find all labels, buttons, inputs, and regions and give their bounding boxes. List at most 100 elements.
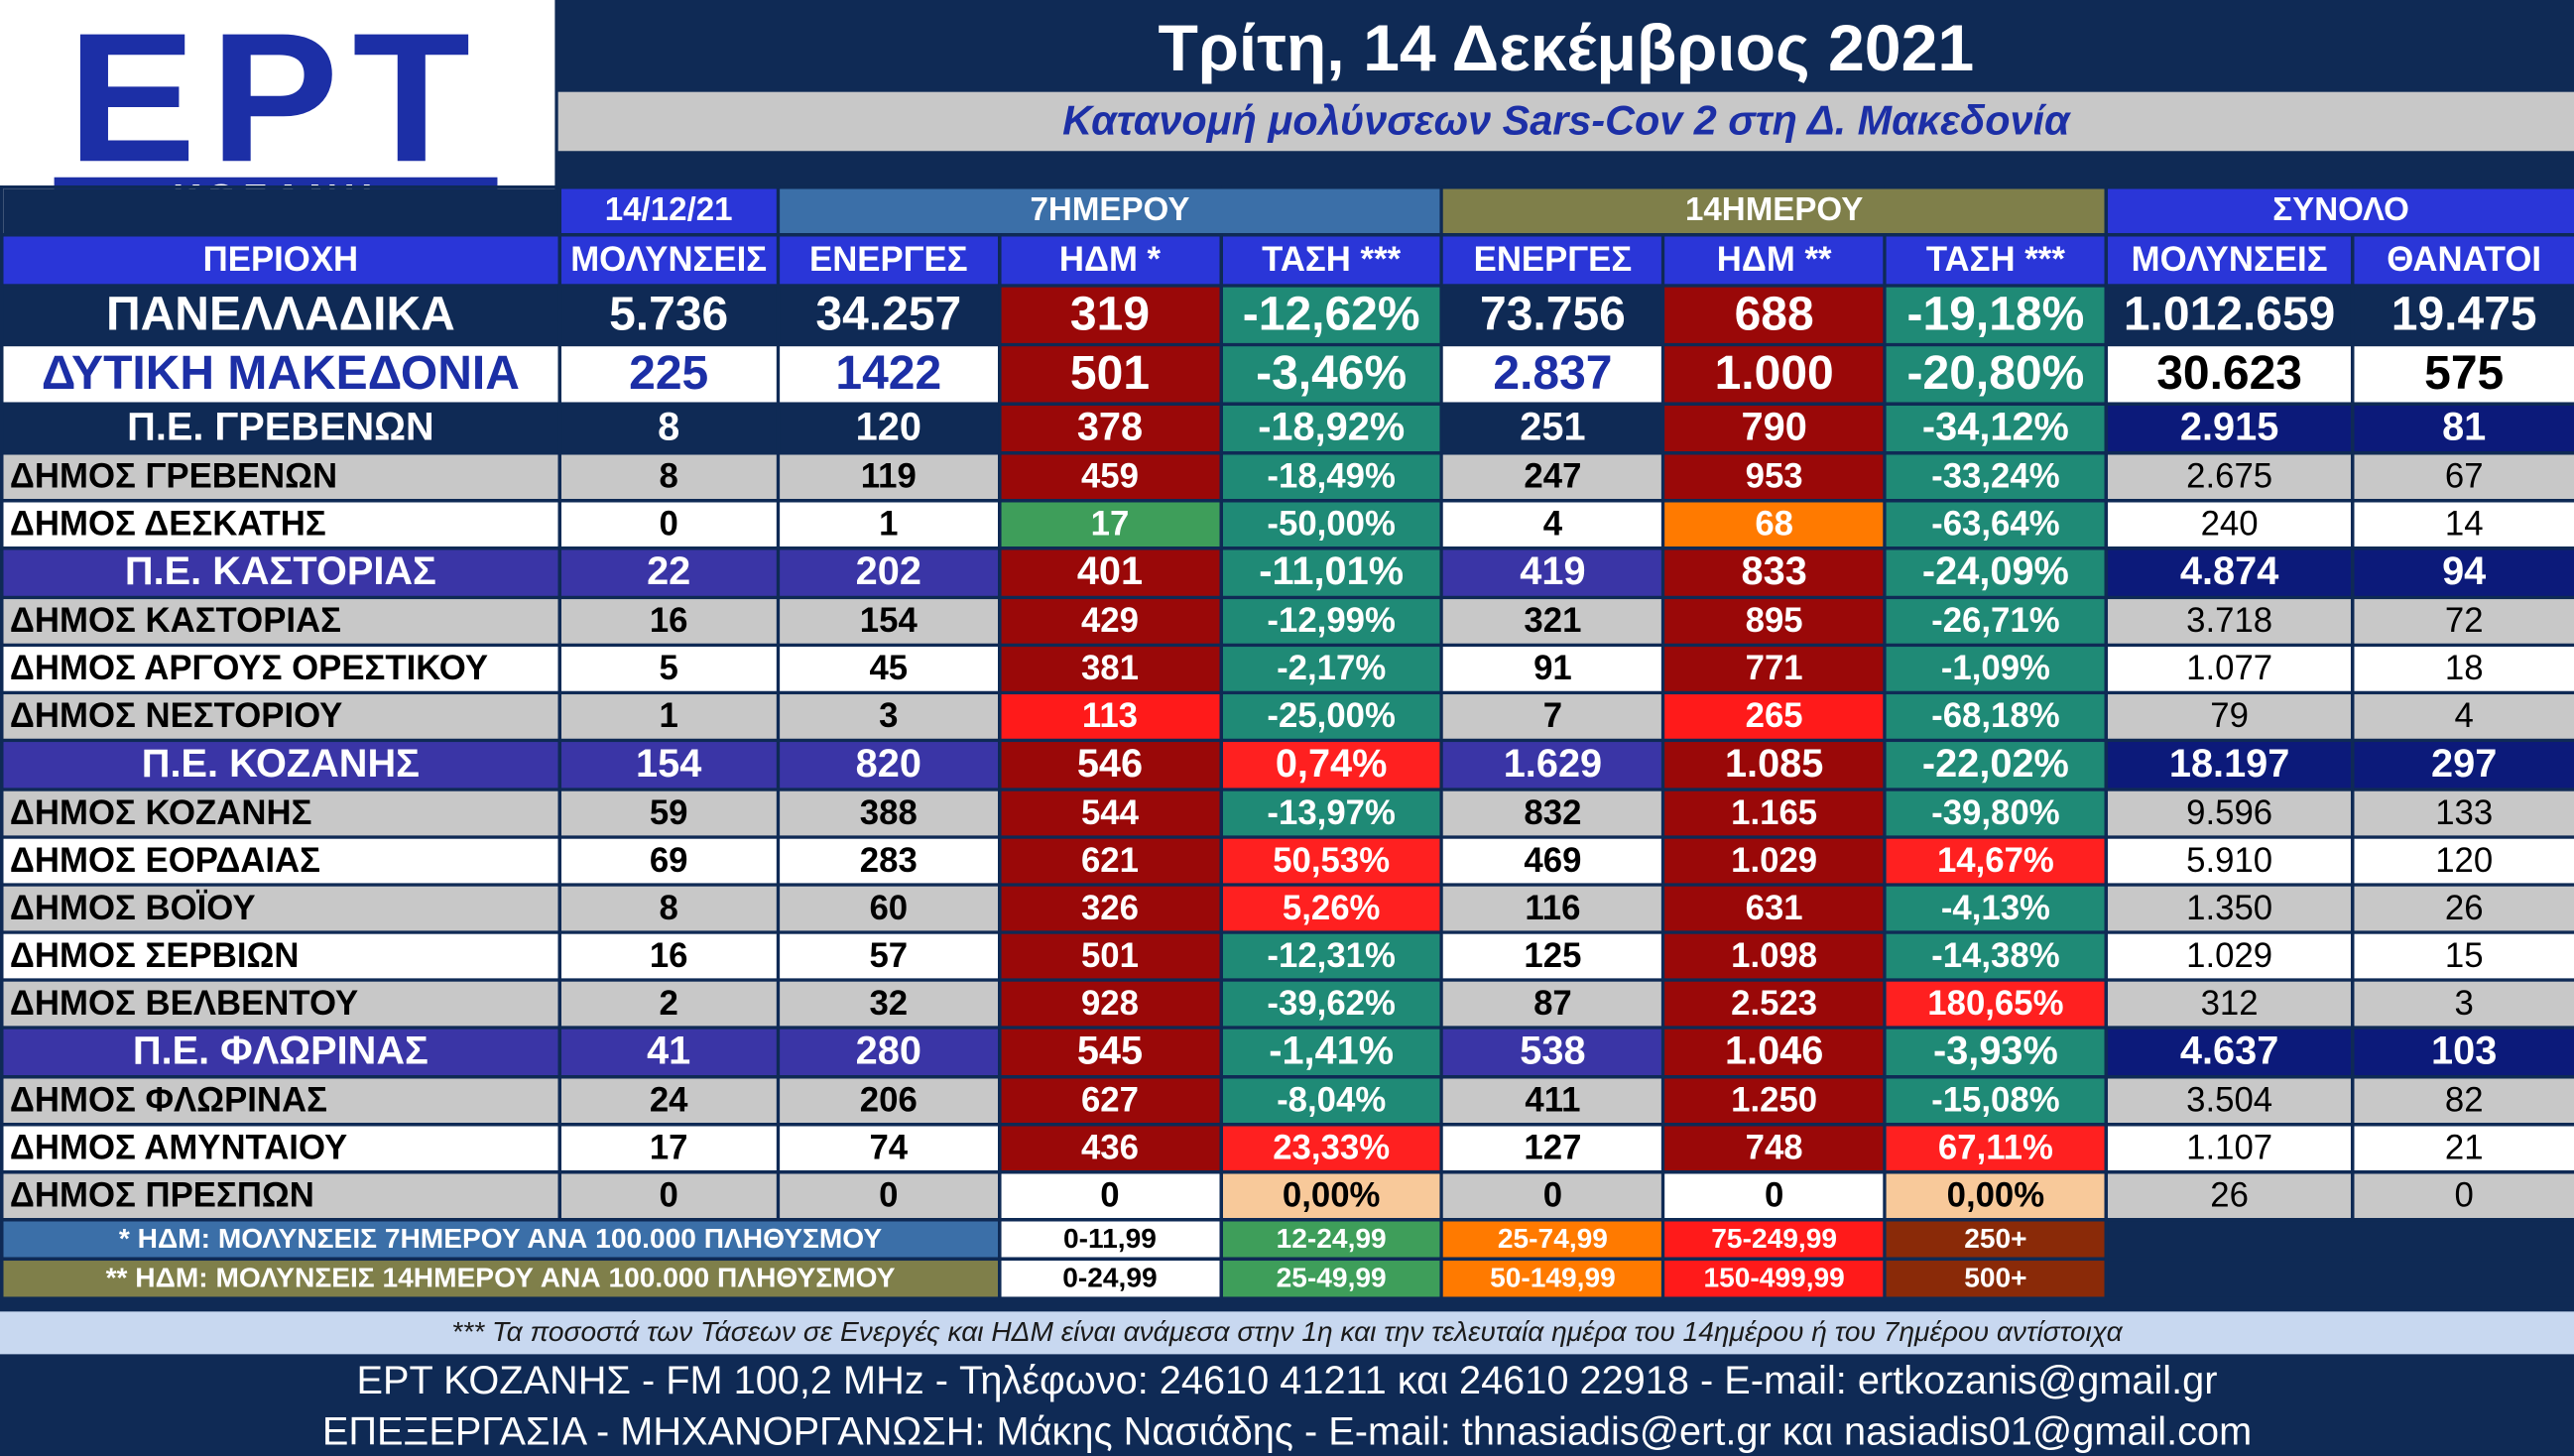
municipality-row: ΔΗΜΟΣ ΓΡΕΒΕΝΩΝ 8 119 459 -18,49% 247 953 -33,24…: [0, 451, 2574, 501]
cell-cases: 0: [557, 499, 779, 548]
page-subtitle: Κατανομή μολύνσεων Sars-Cov 2 στη Δ. Μακ…: [557, 91, 2574, 152]
municipality-row: ΔΗΜΟΣ ΣΕΡΒΙΩΝ 16 57 501 -12,31% 125 1.098 -14,3…: [0, 930, 2574, 981]
cell-trend14: 67,11%: [1883, 1123, 2107, 1172]
cell-active14: 469: [1440, 835, 1664, 886]
cell-trend7: 50,53%: [1218, 835, 1442, 886]
column-header: ΤΑΣΗ ***: [1883, 233, 2107, 286]
municipality-row: ΔΗΜΟΣ ΒΕΛΒΕΝΤΟΥ 2 32 928 -39,62% 87 2.523 180,6…: [0, 978, 2574, 1029]
cell-total-cases: 1.107: [2104, 1123, 2353, 1172]
cell-total-cases: 30.623: [2104, 342, 2353, 405]
cell-hdm14: 790: [1661, 402, 1886, 453]
cell-hdm14: 1.046: [1661, 1026, 1886, 1077]
legend-range: 75-249,99: [1661, 1218, 1886, 1260]
municipality-row: ΔΗΜΟΣ ΕΟΡΔΑΙΑΣ 69 283 621 50,53% 469 1.029 14,6…: [0, 835, 2574, 886]
cell-total-cases: 9.596: [2104, 788, 2353, 838]
legend-range: 12-24,99: [1218, 1218, 1442, 1260]
column-header: ΕΝΕΡΓΕΣ: [1440, 233, 1664, 286]
municipality-row: ΔΗΜΟΣ ΒΟΪΟΥ 8 60 326 5,26% 116 631 -4,13% 1.350 2…: [0, 883, 2574, 933]
cell-trend14: 14,67%: [1883, 835, 2107, 886]
cell-hdm7: 378: [997, 402, 1221, 453]
cell-hdm7: 928: [997, 978, 1221, 1029]
cell-trend14: -26,71%: [1883, 595, 2107, 646]
cell-active7: 119: [776, 451, 1000, 501]
column-header: ΜΟΛΥΝΣΕΙΣ: [2104, 233, 2353, 286]
cell-hdm14: 771: [1661, 643, 1886, 693]
cell-cases: 24: [557, 1075, 779, 1125]
cell-trend7: -12,62%: [1218, 284, 1442, 345]
cell-deaths: 14: [2351, 499, 2574, 548]
cell-active7: 45: [776, 643, 1000, 693]
cell-active7: 60: [776, 883, 1000, 933]
cell-hdm14: 1.029: [1661, 835, 1886, 886]
cell-hdm7: 319: [997, 284, 1221, 345]
cell-cases: 5: [557, 643, 779, 693]
cell-hdm7: 544: [997, 788, 1221, 838]
covid-table: 14/12/21 7ΗΜΕΡΟΥ 14ΗΜΕΡΟΥ ΣΥΝΟΛΟ ΠΕΡΙΟΧΗ ΜΟΛΥ…: [0, 185, 2574, 1297]
cell-deaths: 4: [2351, 690, 2574, 741]
column-header: ΘΑΝΑΤΟΙ: [2351, 233, 2574, 286]
cell-trend7: -13,97%: [1218, 788, 1442, 838]
region-row: ΔΥΤΙΚΗ ΜΑΚΕΔΟΝΙΑ 225 1422 501 -3,46% 2.837 1.0…: [0, 342, 2574, 405]
cell-trend14: -39,80%: [1883, 788, 2107, 838]
footnote: *** Τα ποσοστά των Τάσεων σε Ενεργές και…: [0, 1311, 2574, 1355]
cell-trend7: -39,62%: [1218, 978, 1442, 1029]
cell-region: ΔΗΜΟΣ ΝΕΣΤΟΡΙΟΥ: [0, 690, 560, 741]
cell-hdm14: 1.085: [1661, 738, 1886, 790]
cell-cases: 225: [557, 342, 779, 405]
cell-active7: 388: [776, 788, 1000, 838]
cell-trend14: -63,64%: [1883, 499, 2107, 548]
cell-region: Π.Ε. ΚΑΣΤΟΡΙΑΣ: [0, 546, 560, 598]
cell-trend14: -3,93%: [1883, 1026, 2107, 1077]
footer-contact: ΕΡΤ ΚΟΖΑΝΗΣ - FM 100,2 MHz - Τηλέφωνο: 2…: [356, 1359, 2218, 1404]
header-total: ΣΥΝΟΛΟ: [2104, 185, 2574, 235]
cell-deaths: 67: [2351, 451, 2574, 501]
cell-active14: 7: [1440, 690, 1664, 741]
cell-hdm7: 546: [997, 738, 1221, 790]
cell-active14: 87: [1440, 978, 1664, 1029]
cell-deaths: 18: [2351, 643, 2574, 693]
cell-active14: 127: [1440, 1123, 1664, 1172]
cell-hdm7: 627: [997, 1075, 1221, 1125]
municipality-row: ΔΗΜΟΣ ΑΜΥΝΤΑΙΟΥ 17 74 436 23,33% 127 748 67,11%…: [0, 1123, 2574, 1172]
cell-hdm7: 501: [997, 930, 1221, 981]
cell-total-cases: 2.915: [2104, 402, 2353, 453]
cell-trend14: -68,18%: [1883, 690, 2107, 741]
cell-hdm14: 1.000: [1661, 342, 1886, 405]
legend-blank: [2104, 1218, 2574, 1260]
cell-hdm14: 1.165: [1661, 788, 1886, 838]
cell-trend7: 5,26%: [1218, 883, 1442, 933]
cell-cases: 59: [557, 788, 779, 838]
cell-region: ΔΗΜΟΣ ΕΟΡΔΑΙΑΣ: [0, 835, 560, 886]
municipality-row: ΔΗΜΟΣ ΝΕΣΤΟΡΙΟΥ 1 3 113 -25,00% 7 265 -68,18% 79…: [0, 690, 2574, 741]
prefecture-row: Π.Ε. ΚΑΣΤΟΡΙΑΣ 22 202 401 -11,01% 419 833 -24,0…: [0, 546, 2574, 598]
cell-active14: 116: [1440, 883, 1664, 933]
cell-deaths: 103: [2351, 1026, 2574, 1077]
cell-cases: 41: [557, 1026, 779, 1077]
cell-trend7: -25,00%: [1218, 690, 1442, 741]
cell-active7: 120: [776, 402, 1000, 453]
cell-active7: 57: [776, 930, 1000, 981]
cell-deaths: 19.475: [2351, 284, 2574, 345]
legend-blank: [2104, 1257, 2574, 1297]
cell-region: ΔΗΜΟΣ ΓΡΕΒΕΝΩΝ: [0, 451, 560, 501]
cell-hdm14: 631: [1661, 883, 1886, 933]
prefecture-row: Π.Ε. ΚΟΖΑΝΗΣ 154 820 546 0,74% 1.629 1.085 -22,…: [0, 738, 2574, 790]
legend-range: 25-74,99: [1440, 1218, 1664, 1260]
cell-region: ΔΗΜΟΣ ΔΕΣΚΑΤΗΣ: [0, 499, 560, 548]
cell-active14: 91: [1440, 643, 1664, 693]
municipality-row: ΔΗΜΟΣ ΑΡΓΟΥΣ ΟΡΕΣΤΙΚΟΥ 5 45 381 -2,17% 91 771-…: [0, 643, 2574, 693]
page-title: Τρίτη, 14 Δεκέμβριος 2021: [1158, 13, 1975, 86]
cell-trend7: -11,01%: [1218, 546, 1442, 598]
legend-range: 500+: [1883, 1257, 2107, 1297]
column-header: ΜΟΛΥΝΣΕΙΣ: [557, 233, 779, 286]
cell-hdm7: 429: [997, 595, 1221, 646]
cell-cases: 17: [557, 1123, 779, 1172]
cell-active7: 202: [776, 546, 1000, 598]
cell-deaths: 26: [2351, 883, 2574, 933]
cell-cases: 0: [557, 1170, 779, 1220]
cell-trend14: -33,24%: [1883, 451, 2107, 501]
cell-cases: 2: [557, 978, 779, 1029]
cell-total-cases: 2.675: [2104, 451, 2353, 501]
cell-hdm14: 688: [1661, 284, 1886, 345]
